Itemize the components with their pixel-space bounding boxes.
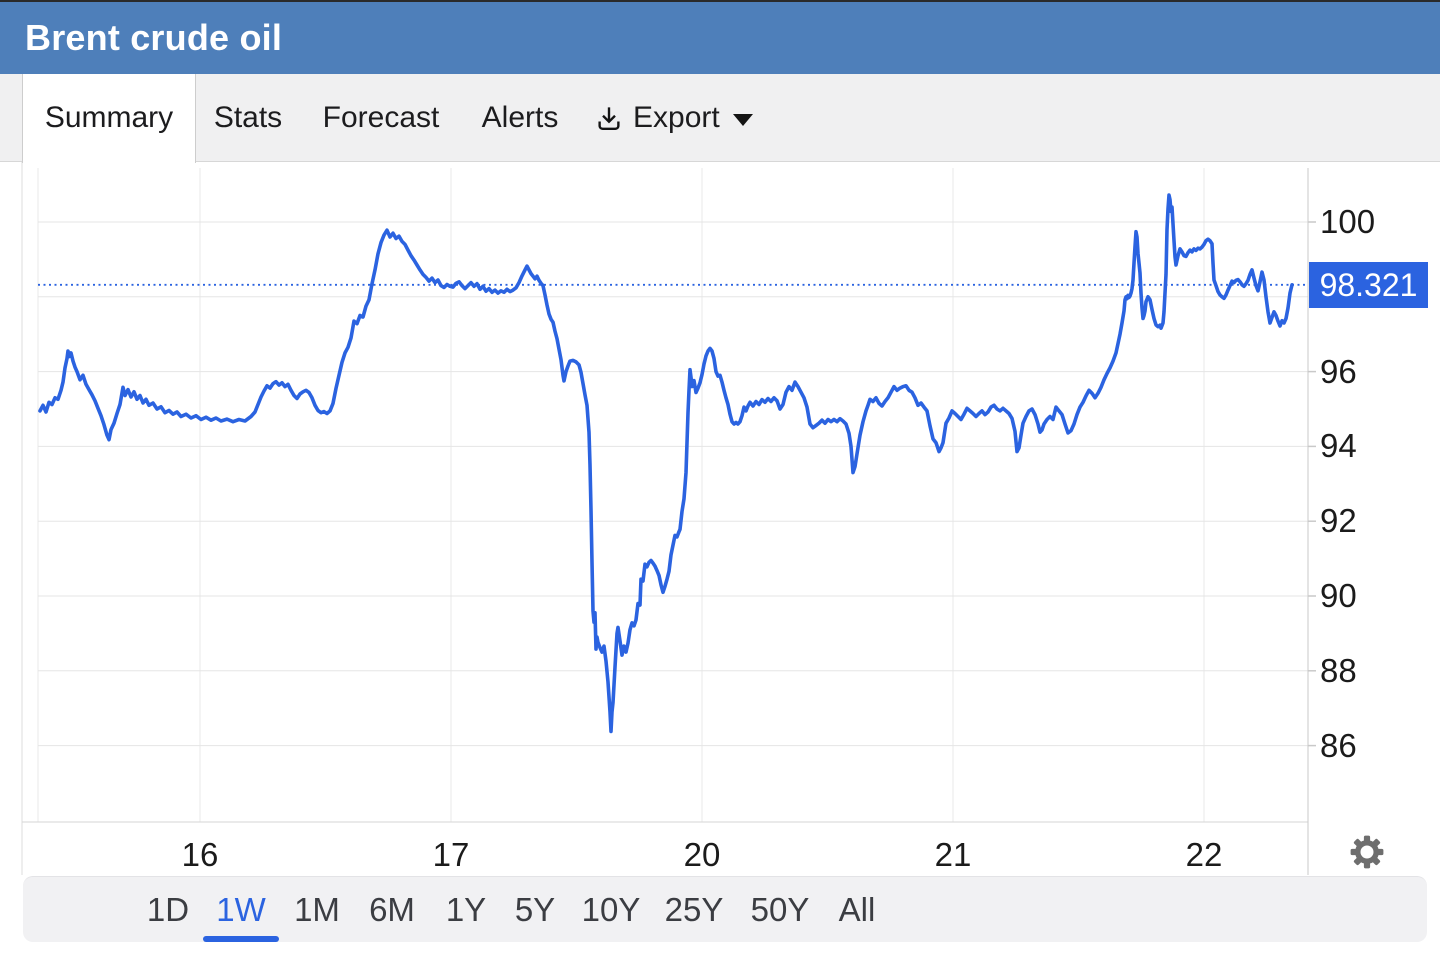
y-axis-label-86: 86 — [1320, 726, 1357, 764]
x-axis-label-16: 16 — [181, 836, 219, 873]
range-selector-bar: 1D 1W 1M 6M 1Y 5Y 10Y 25Y 50Y All — [23, 876, 1427, 942]
window-top-border — [0, 0, 1440, 2]
range-6m[interactable]: 6M — [369, 891, 415, 928]
range-1d[interactable]: 1D — [146, 891, 190, 928]
tab-summary[interactable]: Summary — [44, 101, 174, 134]
range-1y[interactable]: 1Y — [445, 891, 487, 928]
tab-forecast[interactable]: Forecast — [322, 101, 440, 134]
y-axis-label-92: 92 — [1320, 502, 1357, 540]
chart-settings-button[interactable] — [1348, 833, 1386, 871]
current-price-badge: 98.321 — [1309, 261, 1428, 308]
price-series-line — [38, 193, 1294, 734]
y-axis-label-94: 94 — [1320, 427, 1357, 465]
range-50y[interactable]: 50Y — [750, 891, 810, 928]
y-axis-label-88: 88 — [1320, 651, 1357, 689]
widget-header: Brent crude oil — [0, 2, 1440, 74]
y-axis-label-96: 96 — [1320, 352, 1357, 390]
x-axis-label-20: 20 — [683, 836, 721, 873]
download-icon — [598, 107, 620, 130]
range-25y[interactable]: 25Y — [664, 891, 724, 928]
caret-down-icon — [732, 114, 753, 126]
x-axis-label-21: 21 — [934, 836, 972, 873]
tab-stats[interactable]: Stats — [213, 101, 283, 134]
range-active-underline — [203, 936, 279, 942]
x-axis-label-22: 22 — [1185, 836, 1223, 873]
range-1m[interactable]: 1M — [294, 891, 340, 928]
gear-icon — [1350, 835, 1384, 869]
tab-active-panel — [22, 74, 196, 163]
page-title: Brent crude oil — [25, 17, 283, 58]
range-10y[interactable]: 10Y — [581, 891, 641, 928]
x-axis-label-17: 17 — [432, 836, 470, 873]
tab-bar: Export Summary Stats Forecast Alerts — [0, 74, 1440, 163]
export-button[interactable]: Export — [594, 74, 753, 162]
export-label: Export — [633, 101, 720, 134]
y-axis-label-90: 90 — [1320, 577, 1357, 614]
range-5y[interactable]: 5Y — [514, 891, 556, 928]
y-axis-label-100: 100 — [1320, 203, 1376, 240]
range-1w[interactable]: 1W — [216, 891, 266, 928]
tab-alerts[interactable]: Alerts — [481, 101, 559, 134]
range-all[interactable]: All — [838, 891, 876, 928]
